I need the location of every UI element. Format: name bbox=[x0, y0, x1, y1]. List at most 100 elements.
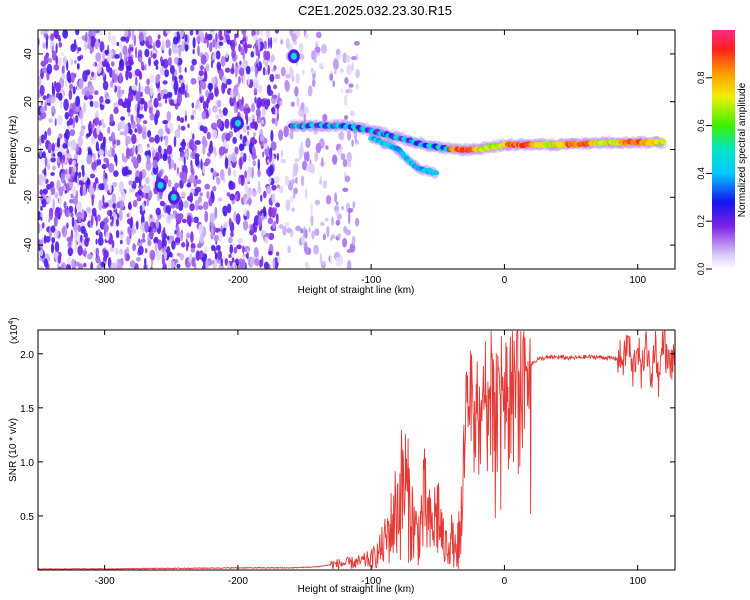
spectrogram-noise-cell bbox=[135, 76, 138, 88]
spectrogram-noise-cell bbox=[233, 85, 239, 97]
spectrogram-noise-cell bbox=[329, 73, 333, 81]
spectrogram-noise-cell bbox=[322, 113, 328, 122]
spectrogram-noise-cell bbox=[205, 259, 209, 269]
spectrogram-noise-cell bbox=[337, 148, 343, 156]
spectrogram-noise-cell bbox=[333, 58, 339, 71]
spectrogram-noise-cell bbox=[277, 255, 281, 264]
spectrogram-noise-cell bbox=[99, 96, 104, 103]
spectrogram-peak bbox=[234, 119, 241, 127]
spectrogram-noise-cell bbox=[87, 253, 93, 260]
spectrogram-noise-cell bbox=[181, 138, 186, 151]
spectrogram-noise-cell bbox=[136, 240, 143, 247]
spectrogram-noise-cell bbox=[270, 54, 275, 63]
spectrogram-noise-cell bbox=[261, 212, 264, 222]
spectrogram-peak bbox=[290, 52, 297, 60]
spectrogram-noise-cell bbox=[149, 96, 153, 103]
spectrogram-noise-cell bbox=[84, 172, 88, 182]
spectrogram-noise-cell bbox=[131, 30, 135, 40]
spectrogram-noise-cell bbox=[118, 209, 123, 221]
spectrogram-noise-cell bbox=[126, 65, 132, 72]
spectrogram-noise-cell bbox=[39, 249, 44, 257]
spectrogram-noise-cell bbox=[253, 88, 258, 94]
spectrogram-noise-cell bbox=[44, 156, 48, 167]
spectrogram-noise-cell bbox=[141, 130, 147, 140]
spectrogram-noise-cell bbox=[66, 263, 71, 269]
spectrogram-noise-cell bbox=[127, 226, 131, 234]
spectrogram-noise-cell bbox=[77, 245, 83, 256]
spectrogram-noise-cell bbox=[172, 210, 177, 215]
spectrogram-noise-cell bbox=[305, 137, 311, 149]
spectrogram-trace-cell bbox=[659, 138, 666, 145]
spectrogram-noise-cell bbox=[210, 190, 213, 199]
spectrogram-noise-cell bbox=[275, 73, 279, 80]
spectrogram-noise-cell bbox=[128, 71, 133, 79]
spectrogram-noise-cell bbox=[133, 228, 136, 234]
spectrogram-noise-cell bbox=[191, 102, 194, 109]
spectrogram-noise-cell bbox=[138, 113, 144, 119]
colorbar-tick-label: 0.4 bbox=[696, 167, 706, 180]
spectrogram-noise-cell bbox=[201, 110, 207, 120]
spectrogram-noise-cell bbox=[251, 166, 254, 179]
spectrogram-noise-cell bbox=[176, 167, 180, 175]
spectrogram-noise-cell bbox=[275, 107, 278, 119]
spectrogram-noise-cell bbox=[95, 141, 99, 152]
spectrogram-noise-cell bbox=[75, 30, 80, 36]
spectrogram-noise-cell bbox=[86, 133, 91, 138]
spectrogram-noise-cell bbox=[199, 192, 203, 197]
spectrogram-noise-cell bbox=[44, 130, 48, 141]
spectrogram-noise-cell bbox=[351, 56, 357, 61]
spectrogram-noise-cell bbox=[88, 30, 91, 41]
spectrogram-noise-cell bbox=[322, 233, 327, 241]
spectrogram-noise-cell bbox=[216, 61, 222, 71]
spectrogram-noise-cell bbox=[58, 133, 63, 140]
spectrogram-noise-cell bbox=[245, 65, 251, 75]
spectrogram-noise-cell bbox=[302, 160, 308, 171]
spectrogram-noise-cell bbox=[99, 231, 103, 240]
spectrogram-noise-cell bbox=[54, 142, 58, 148]
spectrogram-noise-cell bbox=[97, 132, 104, 142]
spectrogram-noise-cell bbox=[120, 58, 123, 69]
spectrogram-noise-cell bbox=[238, 258, 243, 264]
spectrogram-noise-cell bbox=[282, 225, 287, 236]
spectrogram-noise-cell bbox=[310, 214, 314, 227]
spectrogram-noise-cell bbox=[76, 175, 79, 187]
spectrogram-noise-cell bbox=[295, 176, 298, 185]
spectrogram-noise-cell bbox=[85, 31, 88, 43]
spectrogram-noise-cell bbox=[231, 49, 237, 59]
spectrogram-noise-cell bbox=[68, 89, 73, 101]
spectrogram-noise-cell bbox=[161, 39, 165, 52]
spectrogram-noise-cell bbox=[144, 221, 149, 233]
spectrogram-noise-cell bbox=[314, 228, 320, 236]
spectrogram-noise-cell bbox=[263, 50, 267, 61]
spectrogram-noise-cell bbox=[128, 180, 134, 186]
spectrogram-noise-cell bbox=[66, 256, 72, 265]
spectrogram-noise-cell bbox=[105, 229, 110, 241]
spectrogram-noise-cell bbox=[285, 73, 291, 79]
spectrogram-noise-cell bbox=[274, 30, 280, 34]
spectrogram-noise-cell bbox=[78, 263, 84, 269]
spectrogram-noise-cell bbox=[202, 143, 206, 156]
spectrogram-noise-cell bbox=[117, 121, 123, 131]
spectrogram-noise-cell bbox=[340, 68, 344, 73]
spectrogram-noise-cell bbox=[206, 131, 211, 140]
spectrogram-noise-cell bbox=[162, 153, 168, 162]
spectrogram-noise-cell bbox=[194, 155, 200, 167]
spectrogram-noise-cell bbox=[41, 198, 47, 208]
spectrogram-noise-cell bbox=[50, 33, 55, 41]
spectrogram-noise-cell bbox=[262, 206, 267, 217]
spectrogram-noise-cell bbox=[198, 70, 204, 77]
spectrogram-noise-cell bbox=[110, 221, 114, 227]
spectrogram-noise-cell bbox=[312, 72, 315, 80]
spectrogram-noise-cell bbox=[114, 68, 120, 75]
spectrogram-noise-cell bbox=[75, 234, 80, 243]
spectrogram-noise-cell bbox=[218, 70, 224, 80]
spectrogram-noise-cell bbox=[39, 257, 42, 262]
spectrogram-noise-cell bbox=[220, 55, 226, 67]
spectrogram-noise-cell bbox=[88, 84, 95, 95]
spectrogram-noise-cell bbox=[351, 62, 354, 72]
spectrogram-noise-cell bbox=[39, 147, 42, 157]
spectrogram-noise-cell bbox=[68, 166, 72, 175]
spectrogram-noise-cell bbox=[170, 213, 176, 219]
spectrogram-noise-cell bbox=[283, 125, 289, 138]
spectrogram-noise-cell bbox=[104, 172, 108, 180]
